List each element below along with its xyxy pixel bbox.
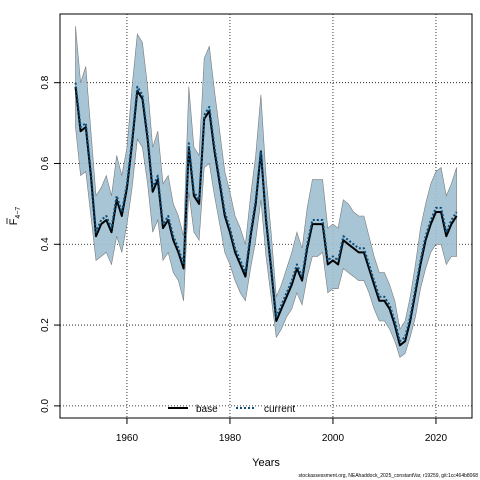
y-tick-label: 0.0 bbox=[40, 398, 51, 412]
x-axis-label: Years bbox=[252, 457, 280, 469]
series-line-base bbox=[74, 86, 458, 347]
plot-frame bbox=[59, 13, 473, 419]
series-lines bbox=[74, 82, 458, 347]
y-tick-label: 0.4 bbox=[40, 237, 51, 251]
source-caption: stockassessment.org, NEAhaddock_2025_con… bbox=[299, 473, 479, 479]
series-line-current bbox=[74, 82, 458, 343]
legend-label-current: current bbox=[264, 404, 295, 415]
y-axis-label: F4−7 bbox=[6, 207, 22, 226]
y-axis: 0.0 0.2 0.4 0.6 0.8 bbox=[40, 75, 60, 413]
svg-text:F4−7: F4−7 bbox=[8, 207, 22, 226]
x-tick-label: 2020 bbox=[425, 433, 448, 444]
y-tick-label: 0.2 bbox=[40, 318, 51, 332]
y-tick-label: 0.6 bbox=[40, 156, 51, 170]
x-tick-label: 1960 bbox=[116, 433, 139, 444]
confidence-band-area bbox=[75, 26, 457, 358]
y-axis-label-main: F bbox=[8, 218, 20, 225]
x-tick-label: 1980 bbox=[219, 433, 242, 444]
x-tick-label: 2000 bbox=[322, 433, 345, 444]
confidence-band bbox=[75, 26, 457, 358]
x-axis: 1960 1980 2000 2020 bbox=[116, 418, 448, 444]
legend-label-base: base bbox=[196, 404, 218, 415]
y-tick-label: 0.8 bbox=[40, 75, 51, 89]
y-axis-label-subscript: 4−7 bbox=[15, 207, 22, 219]
legend: base current bbox=[168, 404, 295, 415]
